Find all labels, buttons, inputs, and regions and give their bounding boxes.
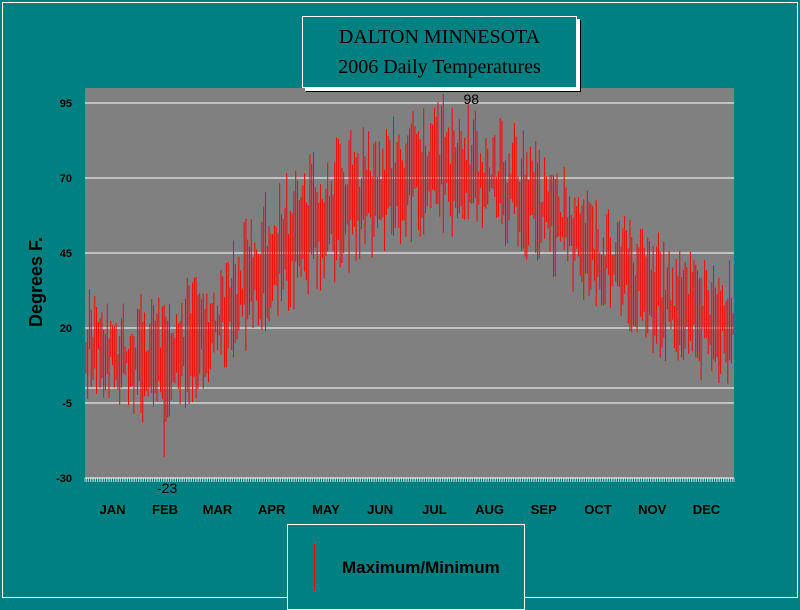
- annotation-label: 98: [463, 91, 479, 107]
- y-tick-label: 20: [60, 323, 72, 335]
- x-tick-label: FEB: [152, 502, 178, 517]
- legend-label: Maximum/Minimum: [342, 558, 500, 577]
- x-tick-label: NOV: [638, 502, 667, 517]
- x-tick-label: SEP: [531, 502, 557, 517]
- series-max-min: [85, 94, 734, 457]
- y-tick-label: 95: [60, 98, 72, 110]
- legend: Maximum/Minimum: [287, 524, 525, 610]
- x-tick-label: JUL: [422, 502, 447, 517]
- x-tick-label: AUG: [475, 502, 504, 517]
- legend-swatch: [314, 543, 315, 591]
- title-line-1: DALTON MINNESOTA: [338, 26, 541, 48]
- annotations: 98 -23: [157, 91, 479, 496]
- x-tick-label: DEC: [693, 502, 721, 517]
- y-tick-label: -5: [62, 398, 72, 410]
- annotation-label: -23: [157, 480, 177, 496]
- x-tick-label: MAR: [203, 502, 233, 517]
- y-tick-label: -30: [56, 473, 72, 485]
- y-tick-label: 70: [60, 173, 72, 185]
- y-tick-label: 45: [60, 248, 72, 260]
- x-tick-label: MAY: [312, 502, 340, 517]
- title-line-2: 2006 Daily Temperatures: [338, 56, 541, 78]
- x-tick-label: JAN: [100, 502, 126, 517]
- chart-title: DALTON MINNESOTA 2006 Daily Temperatures: [302, 16, 577, 88]
- x-tick-label: OCT: [584, 502, 612, 517]
- x-axis-ticks: JAN FEB MAR APR MAY JUN JUL AUG SEP OCT NOV DEC: [84, 477, 735, 517]
- y-axis-label: Degrees F.: [26, 236, 46, 328]
- y-axis-ticks: -30 -5 20 45 70 95: [56, 98, 72, 485]
- x-tick-label: JUN: [367, 502, 393, 517]
- x-tick-label: APR: [258, 502, 286, 517]
